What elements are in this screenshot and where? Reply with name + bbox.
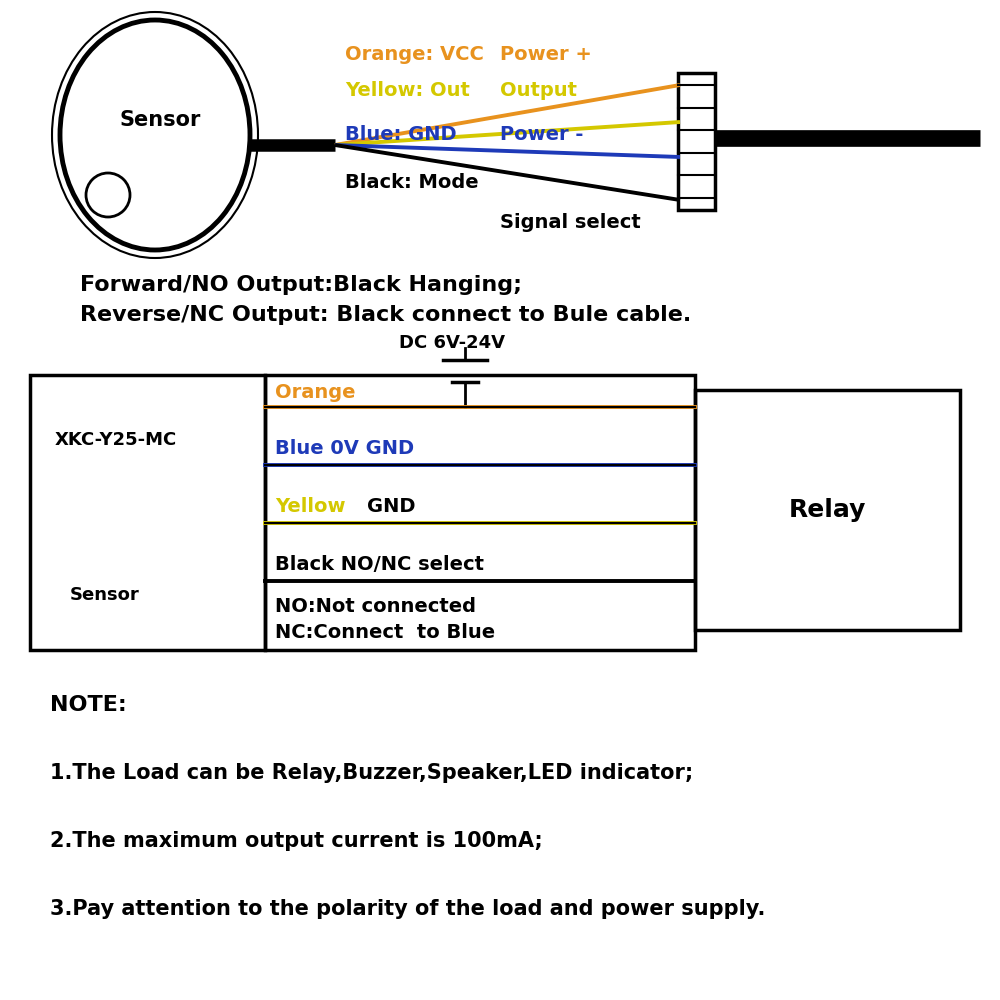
Text: Signal select: Signal select: [500, 213, 641, 232]
Text: Power -: Power -: [500, 124, 583, 143]
Text: Blue: GND: Blue: GND: [345, 124, 457, 143]
Text: 1.The Load can be Relay,Buzzer,Speaker,LED indicator;: 1.The Load can be Relay,Buzzer,Speaker,L…: [50, 763, 693, 783]
Bar: [265, 375, 695, 650]
Text: NC:Connect  to Blue: NC:Connect to Blue: [275, 622, 495, 642]
Text: Sensor: Sensor: [70, 586, 140, 604]
Text: Sensor: Sensor: [119, 110, 201, 130]
Text: DC 6V-24V: DC 6V-24V: [399, 334, 505, 352]
Bar: [30, 375, 265, 650]
Text: Forward/NO Output:Black Hanging;: Forward/NO Output:Black Hanging;: [80, 275, 522, 295]
Text: XKC-Y25-MC: XKC-Y25-MC: [55, 431, 177, 449]
Text: Power +: Power +: [500, 45, 592, 64]
Text: Yellow: Out: Yellow: Out: [345, 81, 470, 100]
Bar: [695, 390, 960, 630]
Text: Relay: Relay: [789, 498, 866, 522]
Text: Output: Output: [500, 81, 577, 100]
Text: NO:Not connected: NO:Not connected: [275, 597, 476, 616]
Text: Yellow: Yellow: [275, 497, 346, 516]
Text: 3.Pay attention to the polarity of the load and power supply.: 3.Pay attention to the polarity of the l…: [50, 899, 765, 919]
Text: NOTE:: NOTE:: [50, 695, 127, 715]
Text: Blue 0V GND: Blue 0V GND: [275, 438, 414, 458]
Text: GND: GND: [367, 497, 416, 516]
Text: Orange: Orange: [275, 382, 356, 401]
Bar: [678, 73, 715, 210]
Text: Reverse/NC Output: Black connect to Bule cable.: Reverse/NC Output: Black connect to Bule…: [80, 305, 691, 325]
Text: 2.The maximum output current is 100mA;: 2.The maximum output current is 100mA;: [50, 831, 543, 851]
Text: Orange: VCC: Orange: VCC: [345, 45, 484, 64]
Text: Black: Mode: Black: Mode: [345, 172, 479, 192]
Text: Black NO/NC select: Black NO/NC select: [275, 556, 484, 574]
